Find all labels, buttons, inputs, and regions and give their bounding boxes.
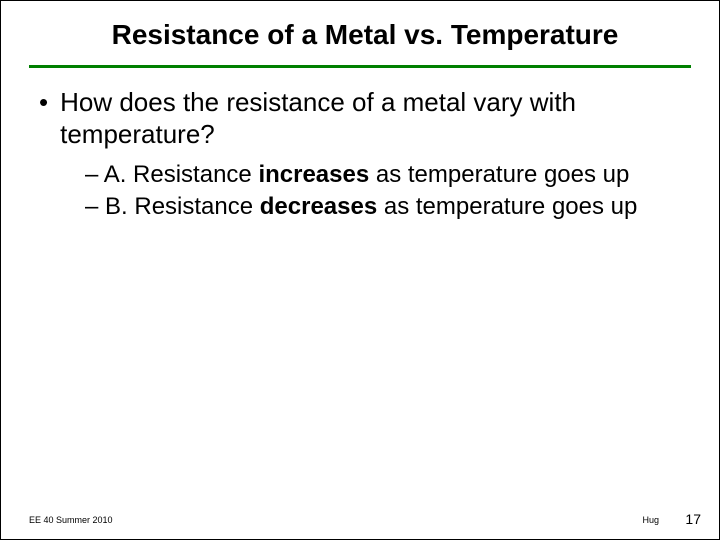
option-a: – A. Resistance increases as temperature… xyxy=(85,160,669,190)
option-b-bold: decreases xyxy=(260,193,377,220)
option-a-suffix: as temperature goes up xyxy=(369,161,629,188)
option-b-suffix: as temperature goes up xyxy=(377,193,637,220)
option-b: – B. Resistance decreases as temperature… xyxy=(85,192,669,222)
option-a-prefix: – A. Resistance xyxy=(85,161,258,188)
main-bullet-text: How does the resistance of a metal vary … xyxy=(60,86,669,150)
option-a-bold: increases xyxy=(258,161,369,188)
footer-course: EE 40 Summer 2010 xyxy=(29,515,113,525)
title-area: Resistance of a Metal vs. Temperature xyxy=(1,1,719,59)
bullet-icon: • xyxy=(39,86,48,118)
footer-page-number: 17 xyxy=(685,511,701,527)
options-list: – A. Resistance increases as temperature… xyxy=(1,150,719,222)
slide-title: Resistance of a Metal vs. Temperature xyxy=(61,19,669,51)
option-b-prefix: – B. Resistance xyxy=(85,193,260,220)
main-bullet: • How does the resistance of a metal var… xyxy=(1,68,719,150)
footer-author: Hug xyxy=(642,515,659,525)
